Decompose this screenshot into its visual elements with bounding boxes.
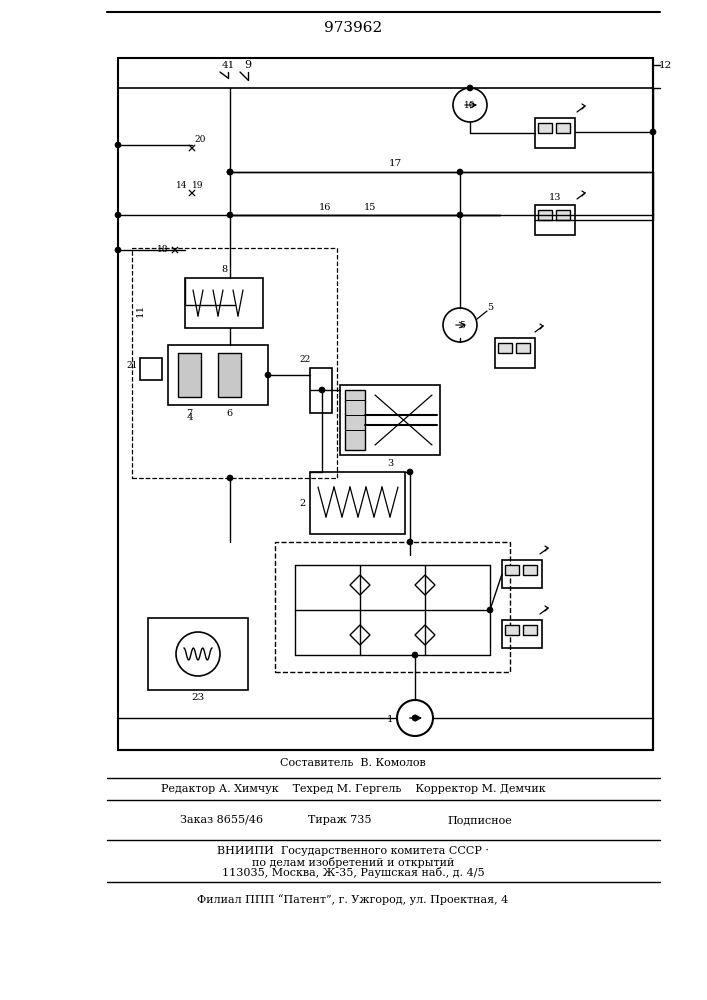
Bar — [140, 358, 162, 380]
Circle shape — [319, 387, 325, 393]
Bar — [345, 390, 365, 450]
Bar — [505, 565, 519, 575]
Text: 14: 14 — [176, 180, 188, 190]
Text: 12: 12 — [658, 60, 672, 70]
Text: 18: 18 — [157, 245, 169, 254]
Text: 10: 10 — [464, 101, 476, 109]
Circle shape — [227, 169, 233, 175]
Text: Подписное: Подписное — [448, 815, 513, 825]
Bar — [185, 278, 263, 328]
Bar — [275, 542, 510, 672]
Text: 11: 11 — [136, 303, 144, 317]
Circle shape — [457, 169, 463, 175]
Text: 113035, Москва, Ж-35, Раушская наб., д. 4/5: 113035, Москва, Ж-35, Раушская наб., д. … — [222, 866, 484, 878]
Polygon shape — [415, 625, 435, 645]
Circle shape — [397, 700, 433, 736]
Text: 21: 21 — [127, 361, 138, 370]
Text: 20: 20 — [194, 135, 206, 144]
Bar — [505, 625, 519, 635]
Bar — [535, 205, 575, 235]
Bar — [168, 345, 268, 405]
Text: 7: 7 — [186, 408, 192, 418]
Text: 17: 17 — [388, 159, 402, 168]
Circle shape — [443, 308, 477, 342]
Text: 15: 15 — [364, 202, 376, 212]
Text: 16: 16 — [319, 202, 331, 212]
Bar — [495, 338, 535, 368]
Circle shape — [453, 88, 487, 122]
Bar — [218, 353, 241, 397]
Text: 5: 5 — [487, 304, 493, 312]
Text: Заказ 8655/46: Заказ 8655/46 — [180, 815, 263, 825]
Bar — [498, 343, 512, 353]
Bar — [556, 210, 570, 220]
Text: 2: 2 — [299, 498, 305, 508]
Text: 13: 13 — [549, 192, 561, 202]
Bar — [523, 625, 537, 635]
Text: 973962: 973962 — [324, 21, 382, 35]
Circle shape — [115, 247, 121, 253]
Bar — [148, 618, 248, 690]
Circle shape — [412, 715, 418, 721]
Text: ВНИИПИ  Государственного комитета СССР ·: ВНИИПИ Государственного комитета СССР · — [217, 846, 489, 856]
Text: Составитель  В. Комолов: Составитель В. Комолов — [280, 758, 426, 768]
Bar — [178, 353, 201, 397]
Circle shape — [115, 142, 121, 148]
Text: по делам изобретений и открытий: по делам изобретений и открытий — [252, 856, 454, 867]
Bar — [310, 472, 405, 534]
Text: 8: 8 — [221, 265, 227, 274]
Circle shape — [227, 212, 233, 218]
Polygon shape — [350, 625, 370, 645]
Circle shape — [227, 169, 233, 175]
Circle shape — [487, 607, 493, 613]
Bar — [132, 248, 337, 478]
Circle shape — [467, 85, 473, 91]
Bar — [538, 210, 552, 220]
Text: Тираж 735: Тираж 735 — [308, 815, 372, 825]
Text: 6: 6 — [226, 408, 232, 418]
Text: Редактор А. Химчук    Техред М. Гергель    Корректор М. Демчик: Редактор А. Химчук Техред М. Гергель Кор… — [160, 784, 545, 794]
Circle shape — [457, 212, 463, 218]
Text: 5: 5 — [459, 320, 465, 330]
Circle shape — [407, 539, 413, 545]
Circle shape — [407, 469, 413, 475]
Circle shape — [650, 129, 656, 135]
Bar — [502, 560, 542, 588]
Circle shape — [412, 652, 418, 658]
Bar — [118, 58, 653, 750]
Polygon shape — [350, 575, 370, 595]
Circle shape — [227, 475, 233, 481]
Bar — [340, 385, 440, 455]
Text: 22: 22 — [299, 356, 310, 364]
Bar — [523, 565, 537, 575]
Bar — [535, 118, 575, 148]
Circle shape — [176, 632, 220, 676]
Text: 23: 23 — [192, 694, 204, 702]
Text: 3: 3 — [387, 458, 393, 468]
Bar — [538, 123, 552, 133]
Text: Филиал ППП “Патент”, г. Ужгород, ул. Проектная, 4: Филиал ППП “Патент”, г. Ужгород, ул. Про… — [197, 895, 508, 905]
Text: 4: 4 — [187, 414, 193, 422]
Bar — [516, 343, 530, 353]
Polygon shape — [415, 575, 435, 595]
Bar — [502, 620, 542, 648]
Circle shape — [115, 212, 121, 218]
Circle shape — [265, 372, 271, 378]
Text: 1: 1 — [387, 716, 393, 724]
Bar — [310, 368, 332, 413]
Text: 41: 41 — [221, 60, 235, 70]
Bar — [556, 123, 570, 133]
Text: 19: 19 — [192, 180, 204, 190]
Text: 9: 9 — [245, 60, 252, 70]
